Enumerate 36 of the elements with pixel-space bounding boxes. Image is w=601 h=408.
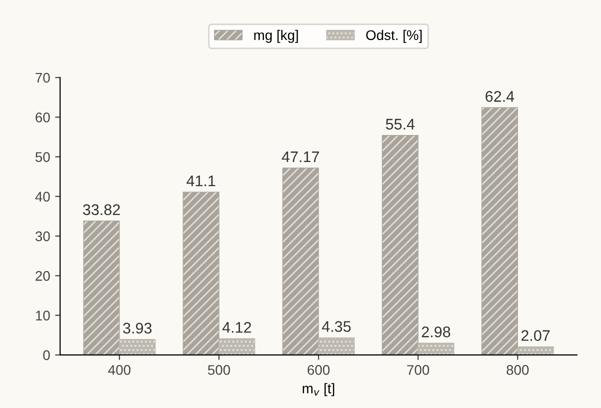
data-label: 47.17 xyxy=(282,152,319,162)
data-label: 2.98 xyxy=(422,326,450,338)
legend-label: mg [kg] xyxy=(254,30,298,43)
bar xyxy=(119,339,156,355)
x-tick-label: 800 xyxy=(506,365,529,375)
data-label: 3.93 xyxy=(123,322,152,334)
legend-label: Odst. [%] xyxy=(366,30,422,43)
bar xyxy=(382,135,418,355)
bar xyxy=(318,337,355,355)
y-tick-label: 10 xyxy=(36,310,50,320)
x-axis-title: m$_{v}$ [t] xyxy=(302,383,334,396)
data-label: 41.1 xyxy=(186,176,216,186)
bar xyxy=(218,338,256,355)
bar xyxy=(418,342,454,355)
x-tick-label: 500 xyxy=(208,365,230,375)
bar xyxy=(282,168,319,355)
x-tick-label: 400 xyxy=(108,365,130,375)
x-tick-label: 600 xyxy=(308,365,330,375)
bar xyxy=(481,107,518,355)
y-tick-label: 40 xyxy=(35,192,50,202)
y-tick-label: 30 xyxy=(35,231,50,242)
data-label: 62.4 xyxy=(486,91,514,102)
x-tick-label: 700 xyxy=(407,365,430,375)
data-label: 55.4 xyxy=(386,118,415,130)
y-tick-label: 50 xyxy=(35,152,50,162)
bar xyxy=(182,192,220,355)
y-tick-label: 0 xyxy=(43,350,50,360)
y-tick-label: 70 xyxy=(36,72,50,83)
data-label: 4.35 xyxy=(322,321,351,332)
bar xyxy=(517,346,554,355)
data-label: 4.12 xyxy=(222,322,251,333)
bar xyxy=(83,220,120,355)
y-tick-label: 60 xyxy=(36,112,50,122)
y-tick-label: 20 xyxy=(36,271,50,281)
data-label: 2.07 xyxy=(521,330,550,341)
data-label: 33.82 xyxy=(82,204,120,216)
